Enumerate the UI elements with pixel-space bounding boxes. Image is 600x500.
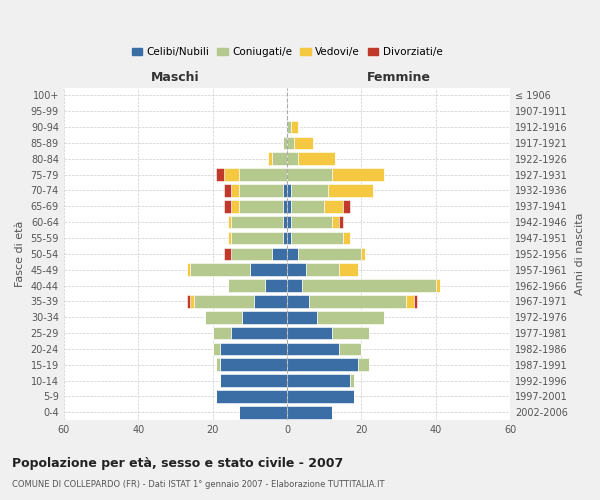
Bar [343, 200, 350, 212]
Bar [358, 358, 369, 371]
Bar [287, 358, 358, 371]
Bar [436, 279, 440, 292]
Y-axis label: Fasce di età: Fasce di età [15, 220, 25, 287]
Bar [287, 374, 350, 387]
Bar [254, 295, 287, 308]
Bar [217, 358, 220, 371]
Bar [298, 152, 335, 165]
Bar [205, 311, 242, 324]
Bar [217, 390, 287, 402]
Bar [283, 232, 287, 244]
Bar [324, 200, 343, 212]
Bar [212, 342, 220, 355]
Bar [291, 216, 332, 228]
Bar [287, 326, 332, 340]
Bar [332, 168, 384, 181]
Bar [287, 295, 310, 308]
Bar [287, 311, 317, 324]
Bar [287, 232, 291, 244]
Bar [227, 279, 265, 292]
Bar [194, 295, 254, 308]
Text: Maschi: Maschi [151, 72, 200, 85]
Bar [242, 311, 287, 324]
Bar [283, 216, 287, 228]
Text: Popolazione per età, sesso e stato civile - 2007: Popolazione per età, sesso e stato civil… [12, 458, 343, 470]
Bar [283, 184, 287, 197]
Bar [406, 295, 413, 308]
Bar [339, 216, 343, 228]
Text: Femmine: Femmine [367, 72, 431, 85]
Bar [413, 295, 417, 308]
Bar [224, 184, 231, 197]
Bar [339, 264, 358, 276]
Bar [291, 184, 328, 197]
Bar [302, 279, 436, 292]
Bar [287, 406, 332, 418]
Bar [227, 216, 231, 228]
Bar [361, 248, 365, 260]
Bar [287, 121, 291, 134]
Bar [291, 121, 298, 134]
Bar [239, 200, 283, 212]
Bar [187, 295, 190, 308]
Bar [332, 216, 339, 228]
Bar [328, 184, 373, 197]
Bar [220, 374, 287, 387]
Bar [239, 168, 287, 181]
Bar [339, 342, 361, 355]
Bar [287, 168, 332, 181]
Bar [350, 374, 354, 387]
Bar [272, 248, 287, 260]
Bar [190, 295, 194, 308]
Bar [283, 200, 287, 212]
Bar [239, 406, 287, 418]
Bar [295, 136, 313, 149]
Bar [224, 200, 231, 212]
Bar [287, 342, 339, 355]
Bar [287, 279, 302, 292]
Bar [287, 152, 298, 165]
Bar [217, 168, 224, 181]
Bar [265, 279, 287, 292]
Bar [291, 200, 324, 212]
Bar [298, 248, 361, 260]
Bar [283, 136, 287, 149]
Bar [227, 232, 231, 244]
Bar [305, 264, 339, 276]
Bar [310, 295, 406, 308]
Bar [231, 326, 287, 340]
Bar [231, 200, 239, 212]
Bar [224, 248, 231, 260]
Y-axis label: Anni di nascita: Anni di nascita [575, 212, 585, 295]
Bar [287, 248, 298, 260]
Bar [268, 152, 272, 165]
Bar [190, 264, 250, 276]
Bar [250, 264, 287, 276]
Text: COMUNE DI COLLEPARDO (FR) - Dati ISTAT 1° gennaio 2007 - Elaborazione TUTTITALIA: COMUNE DI COLLEPARDO (FR) - Dati ISTAT 1… [12, 480, 385, 489]
Bar [231, 216, 283, 228]
Bar [272, 152, 287, 165]
Bar [231, 232, 283, 244]
Bar [231, 184, 239, 197]
Bar [231, 248, 272, 260]
Bar [220, 342, 287, 355]
Bar [343, 232, 350, 244]
Bar [287, 136, 295, 149]
Legend: Celibi/Nubili, Coniugati/e, Vedovi/e, Divorziati/e: Celibi/Nubili, Coniugati/e, Vedovi/e, Di… [128, 43, 446, 61]
Bar [287, 264, 305, 276]
Bar [224, 168, 239, 181]
Bar [332, 326, 369, 340]
Bar [212, 326, 231, 340]
Bar [187, 264, 190, 276]
Bar [287, 390, 354, 402]
Bar [220, 358, 287, 371]
Bar [287, 216, 291, 228]
Bar [287, 184, 291, 197]
Bar [317, 311, 384, 324]
Bar [291, 232, 343, 244]
Bar [239, 184, 283, 197]
Bar [287, 200, 291, 212]
